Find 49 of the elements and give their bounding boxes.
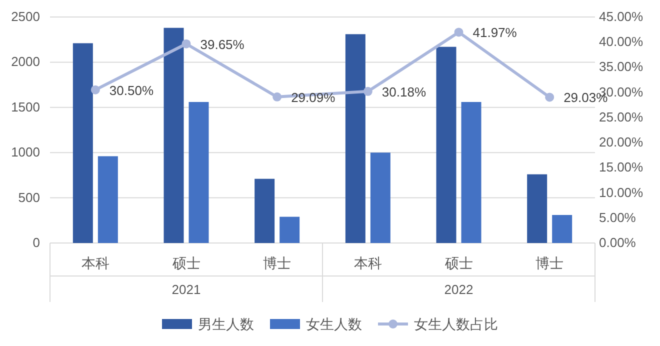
y2-tick-label: 45.00% — [599, 9, 644, 24]
bar — [254, 178, 275, 243]
bar — [345, 34, 366, 243]
point — [272, 92, 282, 102]
data-label: 29.09% — [291, 90, 336, 105]
y-tick-label: 1000 — [11, 144, 40, 160]
y-tick-label: 2500 — [11, 9, 40, 24]
y2-tick-label: 35.00% — [599, 59, 644, 74]
point — [454, 28, 464, 37]
y2-tick-label: 5.00% — [599, 210, 636, 225]
x-tick-label: 硕士 — [444, 255, 473, 271]
text: 2022 — [444, 282, 474, 297]
y2-tick-label: 15.00% — [599, 160, 644, 175]
y2-tick-label: 40.00% — [599, 34, 644, 50]
y2-tick-label: 10.00% — [599, 184, 644, 200]
data-label: 30.18% — [382, 84, 426, 100]
data-label: 41.97% — [472, 25, 518, 40]
bar — [461, 102, 482, 243]
bar — [164, 28, 184, 243]
legend-label: 男生人数 — [198, 316, 254, 332]
x-tick-label: 博士 — [263, 255, 292, 271]
legend-label: 女生人数 — [306, 316, 362, 332]
y2-tick-label: 25.00% — [599, 109, 644, 124]
x-tick-label: 硕士 — [171, 255, 200, 271]
bar — [280, 216, 300, 243]
y2-tick-label: 0.00% — [599, 235, 636, 250]
bar — [370, 152, 390, 243]
y2-tick-label: 20.00% — [599, 134, 644, 150]
y-tick-label: 500 — [18, 190, 40, 205]
point — [545, 92, 554, 102]
data-label: 30.50% — [109, 82, 154, 98]
bar — [527, 174, 548, 243]
point — [363, 86, 372, 96]
bar — [436, 46, 456, 243]
legend-label: 女生人数占比 — [414, 316, 498, 332]
y-tick-label: 2000 — [11, 54, 40, 70]
x-tick-label: 本科 — [81, 255, 110, 271]
data-label: 39.65% — [200, 36, 245, 52]
x-tick-label: 博士 — [536, 255, 564, 271]
y-tick-label: 1500 — [11, 99, 40, 114]
bar — [188, 102, 209, 243]
bar — [72, 43, 93, 243]
bar — [552, 214, 572, 243]
y-tick-label: 0 — [32, 235, 40, 250]
point — [90, 85, 100, 94]
text: 2021 — [172, 282, 201, 297]
x-tick-label: 本科 — [354, 255, 382, 271]
point — [182, 39, 191, 48]
bar — [98, 156, 118, 243]
